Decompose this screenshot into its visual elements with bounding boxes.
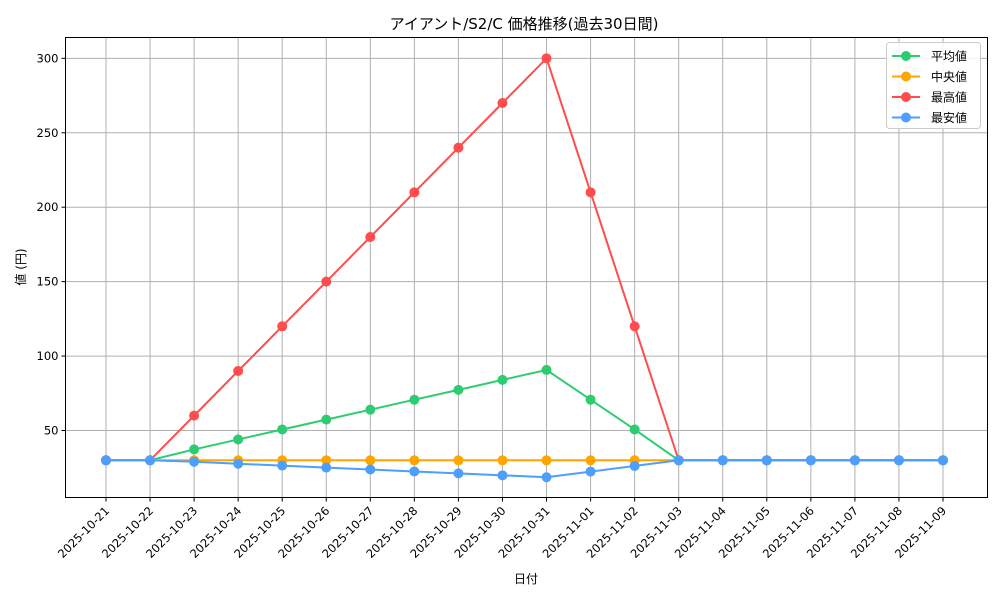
data-point	[805, 455, 816, 466]
data-point	[233, 434, 244, 445]
data-point	[365, 231, 376, 242]
data-point	[717, 455, 728, 466]
legend-item: 平均値	[892, 49, 967, 64]
series-line	[106, 56, 943, 462]
data-point	[365, 404, 376, 415]
x-axis-label: 日付	[514, 572, 538, 586]
chart-title: アイアント/S2/C 価格推移(過去30日間)	[390, 15, 659, 33]
data-point	[321, 414, 332, 425]
data-point	[541, 364, 552, 375]
grid-lines	[65, 37, 988, 498]
data-point	[761, 455, 772, 466]
y-tick-label: 300	[37, 51, 59, 65]
series-line	[106, 459, 943, 479]
series-最安値	[101, 455, 948, 483]
y-tick-label: 100	[37, 349, 59, 363]
data-point	[277, 424, 288, 435]
data-point	[585, 455, 596, 466]
series-最高値	[101, 53, 948, 466]
data-point	[189, 456, 200, 467]
data-point	[849, 455, 860, 466]
data-point	[277, 460, 288, 471]
legend-label: 最安値	[931, 110, 967, 125]
data-point	[453, 384, 464, 395]
data-point	[409, 455, 420, 466]
data-point	[409, 187, 420, 198]
y-tick-label: 200	[37, 200, 59, 214]
data-point	[145, 455, 156, 466]
plot-area-border	[65, 37, 988, 498]
data-point	[541, 455, 552, 466]
data-point	[893, 455, 904, 466]
legend-label: 中央値	[931, 69, 967, 84]
data-point	[453, 455, 464, 466]
data-point	[673, 455, 684, 466]
legend-box	[886, 42, 981, 129]
data-point	[938, 455, 948, 466]
data-point	[101, 455, 111, 466]
data-point	[585, 466, 596, 477]
legend-item: 最安値	[892, 110, 967, 125]
legend-item: 最高値	[892, 90, 967, 105]
data-point	[409, 394, 420, 405]
legend-marker-icon	[901, 71, 911, 82]
data-point	[453, 142, 464, 153]
data-point	[365, 464, 376, 475]
data-point	[497, 455, 508, 466]
y-axis-ticks: 50 100 150 200 250 300	[37, 51, 66, 438]
data-point	[585, 394, 596, 405]
data-point	[497, 98, 508, 109]
data-point	[409, 466, 420, 477]
data-point	[233, 365, 244, 376]
data-point	[321, 455, 332, 466]
data-point	[189, 444, 200, 455]
y-tick-label: 50	[44, 424, 59, 438]
legend-label: 最高値	[931, 90, 967, 105]
data-point	[189, 410, 200, 421]
data-point	[541, 472, 552, 483]
legend-item: 中央値	[892, 69, 967, 84]
data-point	[321, 462, 332, 473]
data-point	[321, 276, 332, 287]
legend-marker-icon	[901, 112, 911, 123]
data-point	[233, 458, 244, 469]
y-axis-label: 値 (円)	[13, 248, 28, 285]
series-line	[106, 368, 943, 462]
data-point	[629, 321, 640, 332]
data-point	[629, 460, 640, 471]
data-point	[629, 424, 640, 435]
data-point	[541, 53, 552, 64]
data-point	[453, 468, 464, 479]
data-point	[497, 470, 508, 481]
data-point	[585, 187, 596, 198]
series-lines	[101, 53, 948, 483]
y-tick-label: 150	[37, 275, 59, 289]
legend-marker-icon	[901, 92, 911, 102]
y-tick-label: 250	[37, 126, 59, 140]
data-point	[497, 374, 508, 385]
legend-label: 平均値	[931, 49, 967, 64]
x-axis-ticks: 2025-10-212025-10-222025-10-232025-10-24…	[55, 497, 949, 561]
data-point	[277, 321, 288, 332]
legend-marker-icon	[901, 51, 911, 61]
data-point	[365, 455, 376, 466]
